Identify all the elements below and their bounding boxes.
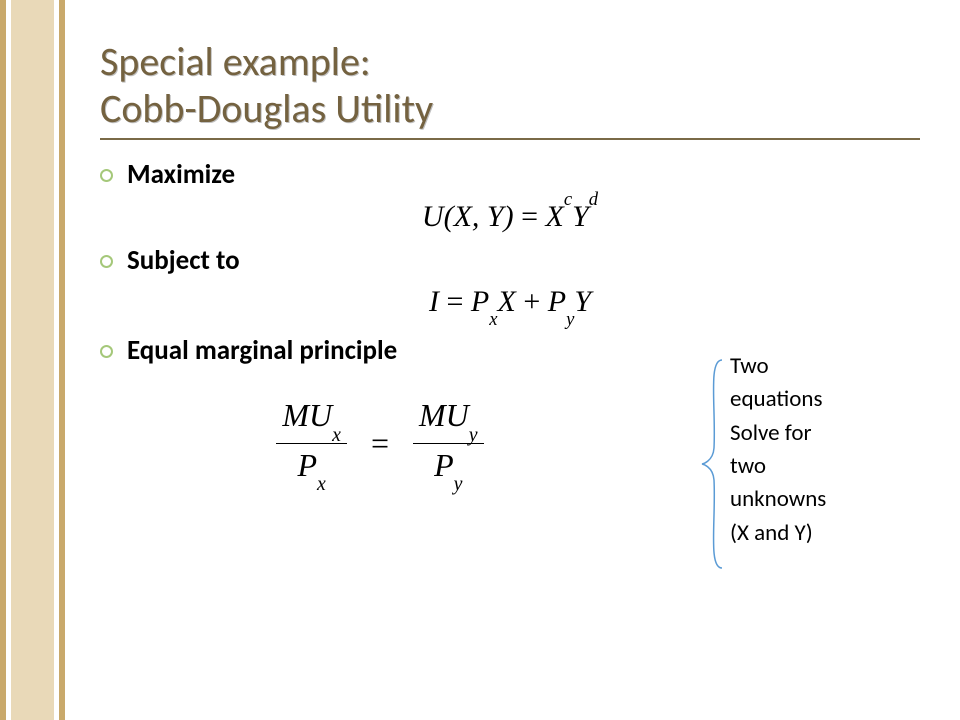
annotation-box: Two equations Solve for two unknowns (X … [730, 350, 875, 550]
fraction-right: MUy Py [413, 397, 484, 489]
formula-marginal-principle: MUx Px = MUy Py [100, 397, 660, 489]
formula-budget: I = PxX + PyY [100, 285, 920, 324]
annotation-line: two [730, 450, 875, 483]
title-underline [100, 138, 920, 140]
equals-sign: = [371, 425, 389, 462]
bullet-text: Equal marginal principle [127, 334, 397, 367]
fraction-left: MUx Px [276, 397, 347, 489]
title-line-2: Cobb-Douglas Utility [100, 85, 920, 132]
annotation-line: Two [730, 350, 875, 383]
annotation-line: equations [730, 383, 875, 416]
annotation-line: (X and Y) [730, 517, 875, 550]
decorative-border [0, 0, 65, 720]
bullet-text: Maximize [127, 158, 235, 191]
bullet-text: Subject to [127, 244, 240, 277]
bullet-disc-icon [100, 169, 113, 182]
bullet-maximize: Maximize [100, 158, 920, 191]
bullet-disc-icon [100, 255, 113, 268]
bullet-disc-icon [100, 345, 113, 358]
bullet-subject-to: Subject to [100, 244, 920, 277]
curly-brace-icon [700, 358, 726, 570]
title-line-1: Special example: [100, 38, 920, 85]
annotation-line: unknowns [730, 483, 875, 516]
formula-utility: U(X, Y) = XcYd [100, 199, 920, 234]
annotation-line: Solve for [730, 417, 875, 450]
